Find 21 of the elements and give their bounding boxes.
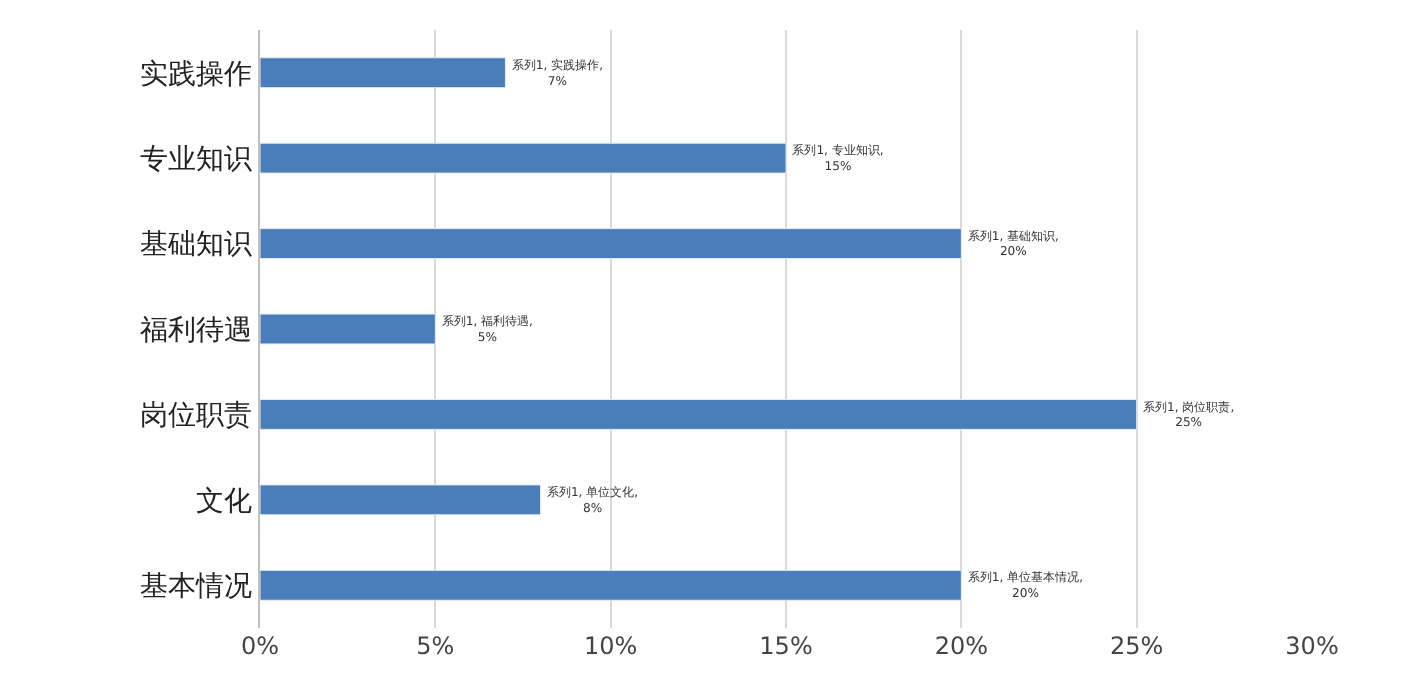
bar: [260, 57, 506, 89]
bar: [260, 228, 962, 260]
y-tick-label: 文化: [196, 485, 253, 518]
y-tick-label: 基本情况: [140, 571, 253, 604]
x-tick-label: 15%: [759, 632, 813, 660]
bar: [260, 313, 436, 345]
x-tick-label: 30%: [1285, 632, 1339, 660]
y-tick-label: 实践操作: [140, 58, 253, 91]
bar: [260, 142, 787, 174]
y-tick-label: 福利待遇: [140, 314, 253, 347]
x-tick-label: 0%: [240, 632, 280, 660]
y-tick-label: 专业知识: [140, 143, 253, 176]
x-tick-label: 5%: [416, 632, 455, 660]
x-tick-label: 25%: [1109, 632, 1164, 660]
bar: [260, 484, 542, 516]
x-tick-label: 20%: [934, 632, 989, 660]
bar: [260, 398, 1138, 430]
x-tick-label: 10%: [583, 632, 638, 660]
y-tick-label: 基础知识: [140, 229, 253, 262]
y-tick-label: 岗位职责: [140, 400, 253, 433]
bar: [260, 569, 962, 601]
